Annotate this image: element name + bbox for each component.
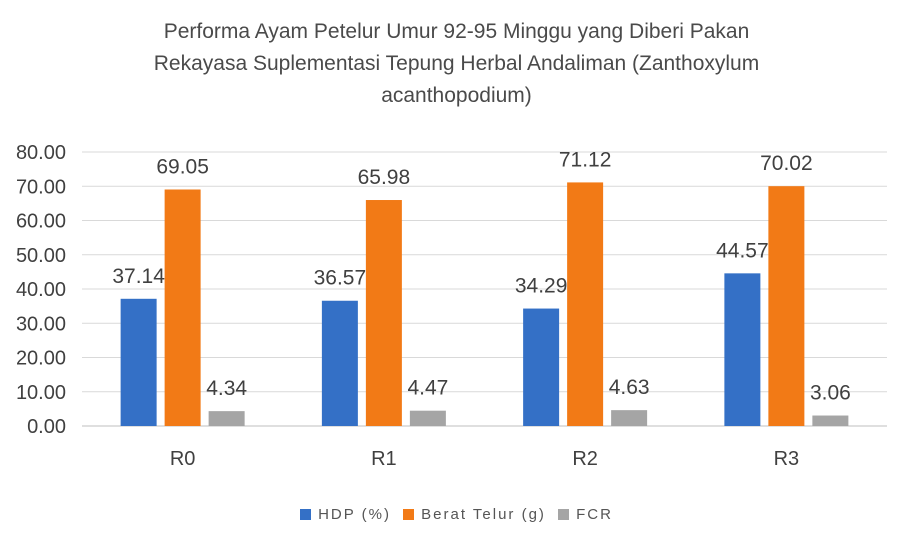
bar [812, 415, 849, 426]
bar [611, 410, 648, 426]
data-label: 44.57 [716, 239, 769, 262]
chart-legend: HDP (%) Berat Telur (g) FCR [0, 506, 913, 524]
data-label: 71.12 [559, 148, 612, 171]
y-tick-label: 20.00 [16, 348, 66, 370]
y-tick-label: 50.00 [16, 245, 66, 267]
legend-label-hdp: HDP (%) [318, 506, 391, 523]
chart-title-line-1: Performa Ayam Petelur Umur 92-95 Minggu … [163, 20, 750, 43]
bar [523, 308, 560, 426]
data-label: 37.14 [112, 265, 165, 288]
chart-title-line-3: acanthopodium) [381, 84, 532, 107]
bar [321, 300, 358, 426]
y-tick-label: 30.00 [16, 313, 66, 335]
bar [409, 410, 446, 426]
y-tick-label: 0.00 [27, 416, 66, 438]
data-label: 69.05 [156, 156, 209, 179]
data-label: 70.02 [760, 152, 813, 175]
data-label: 3.06 [810, 382, 851, 405]
y-tick-label: 80.00 [16, 142, 66, 164]
chart-title: Performa Ayam Petelur Umur 92-95 Minggu … [0, 16, 913, 112]
data-label: 4.47 [407, 377, 448, 400]
x-tick-label: R0 [170, 448, 196, 470]
legend-item-fcr: FCR [558, 506, 613, 523]
legend-item-berat-telur: Berat Telur (g) [403, 506, 546, 523]
y-tick-label: 40.00 [16, 279, 66, 301]
legend-swatch-berat-telur [403, 509, 415, 520]
legend-item-hdp: HDP (%) [300, 506, 391, 523]
data-label: 4.34 [206, 377, 247, 400]
x-tick-label: R2 [572, 448, 598, 470]
bar [164, 189, 201, 426]
data-label: 34.29 [515, 275, 568, 298]
data-label: 65.98 [358, 166, 411, 189]
legend-label-berat-telur: Berat Telur (g) [421, 506, 546, 523]
bar [208, 411, 245, 426]
x-tick-label: R3 [774, 448, 800, 470]
bar [567, 182, 604, 426]
y-tick-label: 60.00 [16, 211, 66, 233]
legend-swatch-fcr [558, 509, 570, 520]
x-tick-label: R1 [371, 448, 397, 470]
bar [768, 186, 805, 426]
bar [120, 298, 157, 426]
bar [724, 273, 761, 426]
data-label: 36.57 [314, 267, 367, 290]
bar [365, 200, 402, 426]
y-tick-label: 70.00 [16, 176, 66, 198]
chart-title-line-2: Rekayasa Suplementasi Tepung Herbal Anda… [153, 52, 760, 75]
data-label: 4.63 [609, 376, 650, 399]
y-tick-label: 10.00 [16, 382, 66, 404]
legend-swatch-hdp [300, 509, 312, 520]
legend-label-fcr: FCR [576, 506, 613, 523]
